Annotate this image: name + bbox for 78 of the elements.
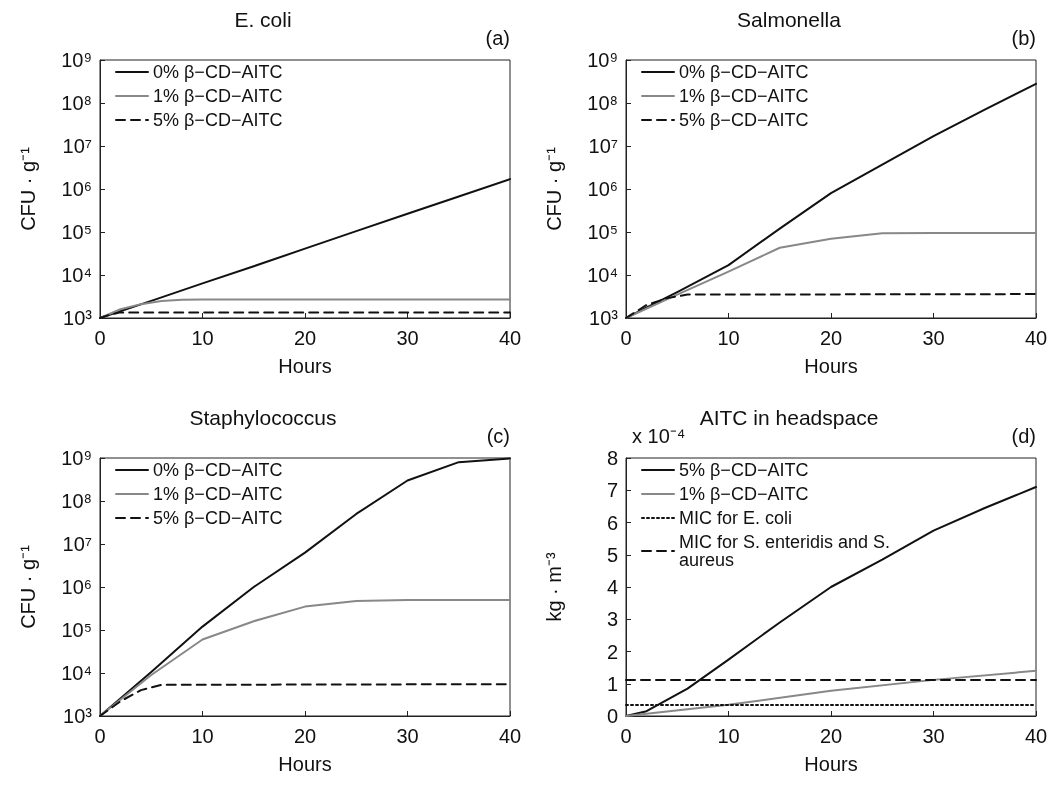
legend-label: 1% β−CD−AITC [679,86,809,106]
x-tick-label: 10 [717,327,740,349]
x-tick-label: 10 [191,327,214,349]
y-tick-label: 8 [606,447,618,469]
x-tick-label: 40 [1024,327,1048,349]
legend-label: MIC for E. coli [679,508,793,528]
text: (c) [486,425,511,447]
y-tick-label: 10⁸ [587,92,618,114]
y-tick-label: 10⁸ [61,92,92,114]
x-tick-label: 0 [620,327,632,349]
y-tick-label: 10⁹ [61,49,92,71]
y-tick-label: 0 [606,705,618,727]
x-tick-label: 30 [922,725,945,747]
y-tick-label: 4 [606,576,618,598]
y-tick-label: 10⁴ [61,264,92,286]
legend-label: MIC for S. enteridis and S. aureus [679,532,896,570]
legend-label: 0% β−CD−AITC [153,62,283,82]
y-tick-label: 10⁹ [61,447,92,469]
x-tick-label: 40 [498,725,522,747]
x-tick-label: 40 [498,327,522,349]
y-tick-label: 10⁵ [61,619,92,641]
legend-label: 5% β−CD−AITC [679,460,809,480]
x-tick-label: 20 [293,725,317,747]
y-tick-label: 6 [606,511,618,534]
legend-label: 1% β−CD−AITC [679,484,809,504]
y-tick-label: 10⁷ [62,533,92,555]
y-tick-label: 10⁴ [61,662,92,684]
text: (d) [1011,425,1037,447]
y-tick-label: 10⁹ [587,49,618,71]
y-tick-label: 10⁶ [61,576,92,598]
y-tick-label: 7 [606,479,618,502]
chart-title: E. coli [234,8,292,31]
x-tick-label: 20 [819,327,843,349]
y-tick-label: 10⁸ [61,490,92,512]
y-tick-label: 10⁷ [588,135,618,157]
legend-label: 0% β−CD−AITC [679,62,809,82]
legend-label: 1% β−CD−AITC [153,484,283,504]
legend-label: 5% β−CD−AITC [679,110,809,130]
y-tick-label: 10⁷ [62,135,92,157]
y-axis-title: CFU · g⁻¹ [17,146,39,231]
x-tick-label: 30 [396,725,419,747]
legend-label: 0% β−CD−AITC [153,460,283,480]
x-tick-label: 40 [1024,725,1048,747]
y-tick-label: 10⁴ [587,264,618,286]
x-axis-title: Hours [278,753,332,775]
chart-title: AITC in headspace [699,406,879,429]
text: (a) [485,27,511,49]
legend-label: 1% β−CD−AITC [153,86,283,106]
y-tick-label: 10⁶ [61,178,92,200]
y-tick-label: 2 [606,640,618,663]
y-axis-title: CFU · g⁻¹ [543,146,565,231]
chart-title: Staphylococcus [189,406,337,429]
y-tick-label: 3 [606,608,618,631]
legend-label: 5% β−CD−AITC [153,110,283,130]
y-tick-label: 10⁵ [587,221,618,243]
y-tick-label: 1 [606,672,618,695]
y-tick-label: 10⁵ [61,221,92,243]
x-tick-label: 10 [717,725,740,747]
x-tick-label: 20 [293,327,317,349]
x-tick-label: 20 [819,725,843,747]
y-axis-title: CFU · g⁻¹ [17,544,39,629]
x-tick-label: 30 [396,327,419,349]
x-tick-label: 10 [191,725,214,747]
x-tick-label: 0 [620,725,632,747]
y-tick-label: 10⁶ [587,178,618,200]
y-tick-label: 10³ [589,307,619,329]
x-axis-title: Hours [278,355,332,377]
chart-title: Salmonella [737,8,842,31]
legend-label: 5% β−CD−AITC [153,508,283,528]
x-axis-title: Hours [804,355,858,377]
y-axis-title: kg · m⁻³ [543,552,565,622]
y-tick-label: 10³ [63,705,93,727]
x-axis-title: Hours [804,753,858,775]
x-tick-label: 30 [922,327,945,349]
text: x 10⁻⁴ [632,425,686,447]
y-tick-label: 5 [606,543,618,566]
y-tick-label: 10³ [63,307,93,329]
text: (b) [1011,27,1037,49]
